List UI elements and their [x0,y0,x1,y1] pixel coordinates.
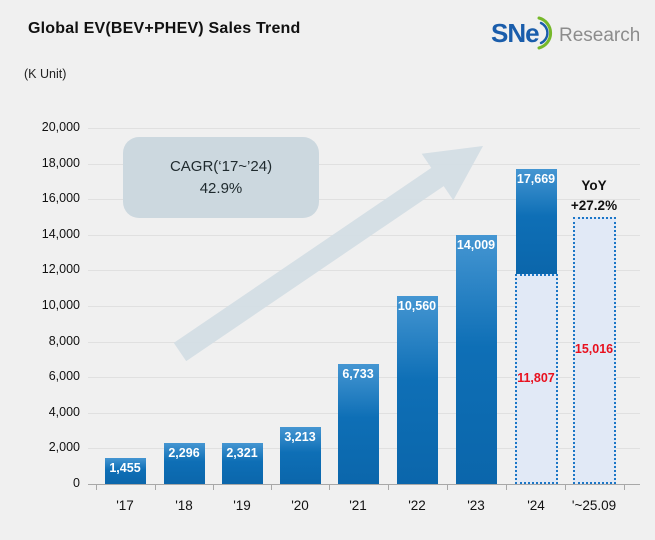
cagr-annotation-line2: 42.9% [199,179,243,197]
bar-'18 [163,443,205,484]
x-axis-tick [154,485,156,490]
x-tick-label: '18 [175,498,193,513]
y-tick-label: 0 [73,476,80,490]
x-axis-tick [329,485,330,490]
x-axis-tick [387,485,389,490]
logo-sne-text: SNe [491,18,539,48]
x-axis-tick [506,485,507,490]
y-tick-label: 14,000 [41,226,80,241]
bar-'24-estimate-part [514,273,558,484]
sne-research-logo-icon: SNe Research [491,16,640,50]
y-tick-label: 2,000 [48,440,80,455]
bar-'23 [455,234,497,484]
bar-'22 [396,296,438,484]
gridline [88,341,640,343]
x-tick-label: '24 [527,498,545,513]
y-tick-label: 16,000 [41,191,80,206]
y-tick-label: 20,000 [41,120,80,134]
bar-value-label: 10,560 [397,299,437,314]
x-tick-label: '22 [408,498,426,513]
bar-'20 [279,426,321,484]
bar-value-label: 6,733 [342,367,374,382]
cagr-annotation-line1: CAGR(‘17~’24) [169,157,273,175]
gridline [88,163,640,165]
y-tick-label: 4,000 [48,404,80,419]
y-tick-label: 8,000 [48,333,80,348]
x-tick-label: '20 [291,498,309,513]
bar-value-label: 2,296 [168,446,200,461]
bar-value-label: 14,009 [456,237,496,252]
gridline [88,128,640,129]
x-axis-tick [213,485,214,490]
y-tick-label: 12,000 [41,262,80,277]
x-axis-tick [446,485,448,490]
yoy-annotation-line1: YoY [581,178,607,193]
y-tick-label: 18,000 [41,155,80,170]
x-tick-label: '23 [467,498,485,513]
bar-'19 [221,442,263,484]
x-tick-label: '19 [233,498,251,513]
x-axis-line [88,484,640,485]
yoy-annotation-line2: +27.2% [570,197,618,213]
y-axis-unit-label: (K Unit) [24,67,67,81]
x-tick-label: '~25.09 [571,498,617,513]
bar-estimate-label: 15,016 [574,342,614,357]
bar-value-label: 2,321 [226,445,258,460]
bar-'24-actual-part [515,169,557,274]
gridline [88,270,640,272]
bar-value-label: 1,455 [109,461,141,476]
gridline [88,199,640,201]
gridline [88,306,640,307]
bar-value-label: 17,669 [516,172,556,187]
x-axis-tick [271,485,272,490]
x-tick-label: '21 [349,498,367,513]
x-axis-tick [623,485,625,490]
bar-'~25.09 [572,216,616,484]
y-tick-label: 6,000 [48,369,80,384]
x-axis-tick [565,485,566,490]
logo-green-arc-icon [537,16,553,50]
bar-estimate-label: 11,807 [517,370,555,385]
cagr-annotation: CAGR(‘17~’24) 42.9% [123,137,319,218]
bar-'17 [104,458,146,484]
bar-value-label: 3,213 [284,429,316,444]
logo-research-text: Research [559,25,639,46]
x-tick-label: '17 [116,498,134,513]
bar-'21 [337,364,379,484]
logo-blue-arc-icon [539,21,549,45]
y-tick-label: 10,000 [41,298,80,312]
chart-title: Global EV(BEV+PHEV) Sales Trend [28,20,301,37]
x-axis-tick [95,485,97,490]
yoy-annotation: YoY +27.2% [554,176,634,215]
sne-research-logo: SNe Research [489,14,640,57]
